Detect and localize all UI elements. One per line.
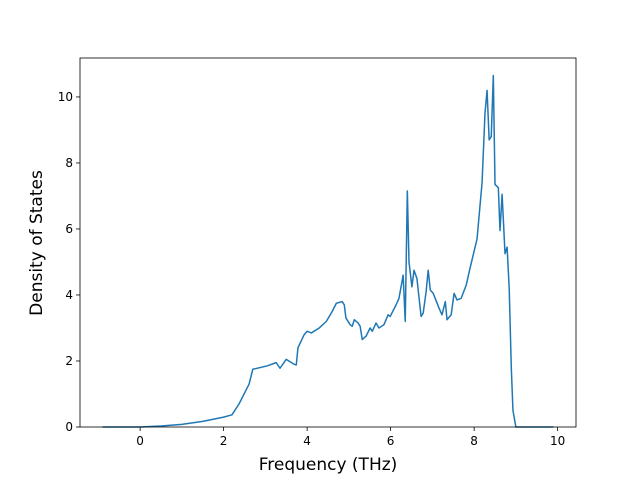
x-axis-label: Frequency (THz) — [259, 455, 398, 475]
x-tick-label: 0 — [136, 434, 144, 448]
y-tick-label: 2 — [65, 354, 73, 368]
y-tick-label: 8 — [65, 156, 73, 170]
y-tick-label: 0 — [65, 420, 73, 434]
y-tick-label: 6 — [65, 222, 73, 236]
x-tick-label: 4 — [303, 434, 311, 448]
x-tick-label: 10 — [550, 434, 565, 448]
y-axis-label: Density of States — [27, 170, 47, 316]
x-tick-label: 8 — [470, 434, 478, 448]
axes-frame — [79, 57, 577, 428]
x-tick-label: 2 — [220, 434, 228, 448]
x-tick-label: 6 — [387, 434, 395, 448]
y-tick-label: 4 — [65, 288, 73, 302]
data-line — [102, 74, 554, 428]
y-tick-label: 10 — [58, 90, 73, 104]
